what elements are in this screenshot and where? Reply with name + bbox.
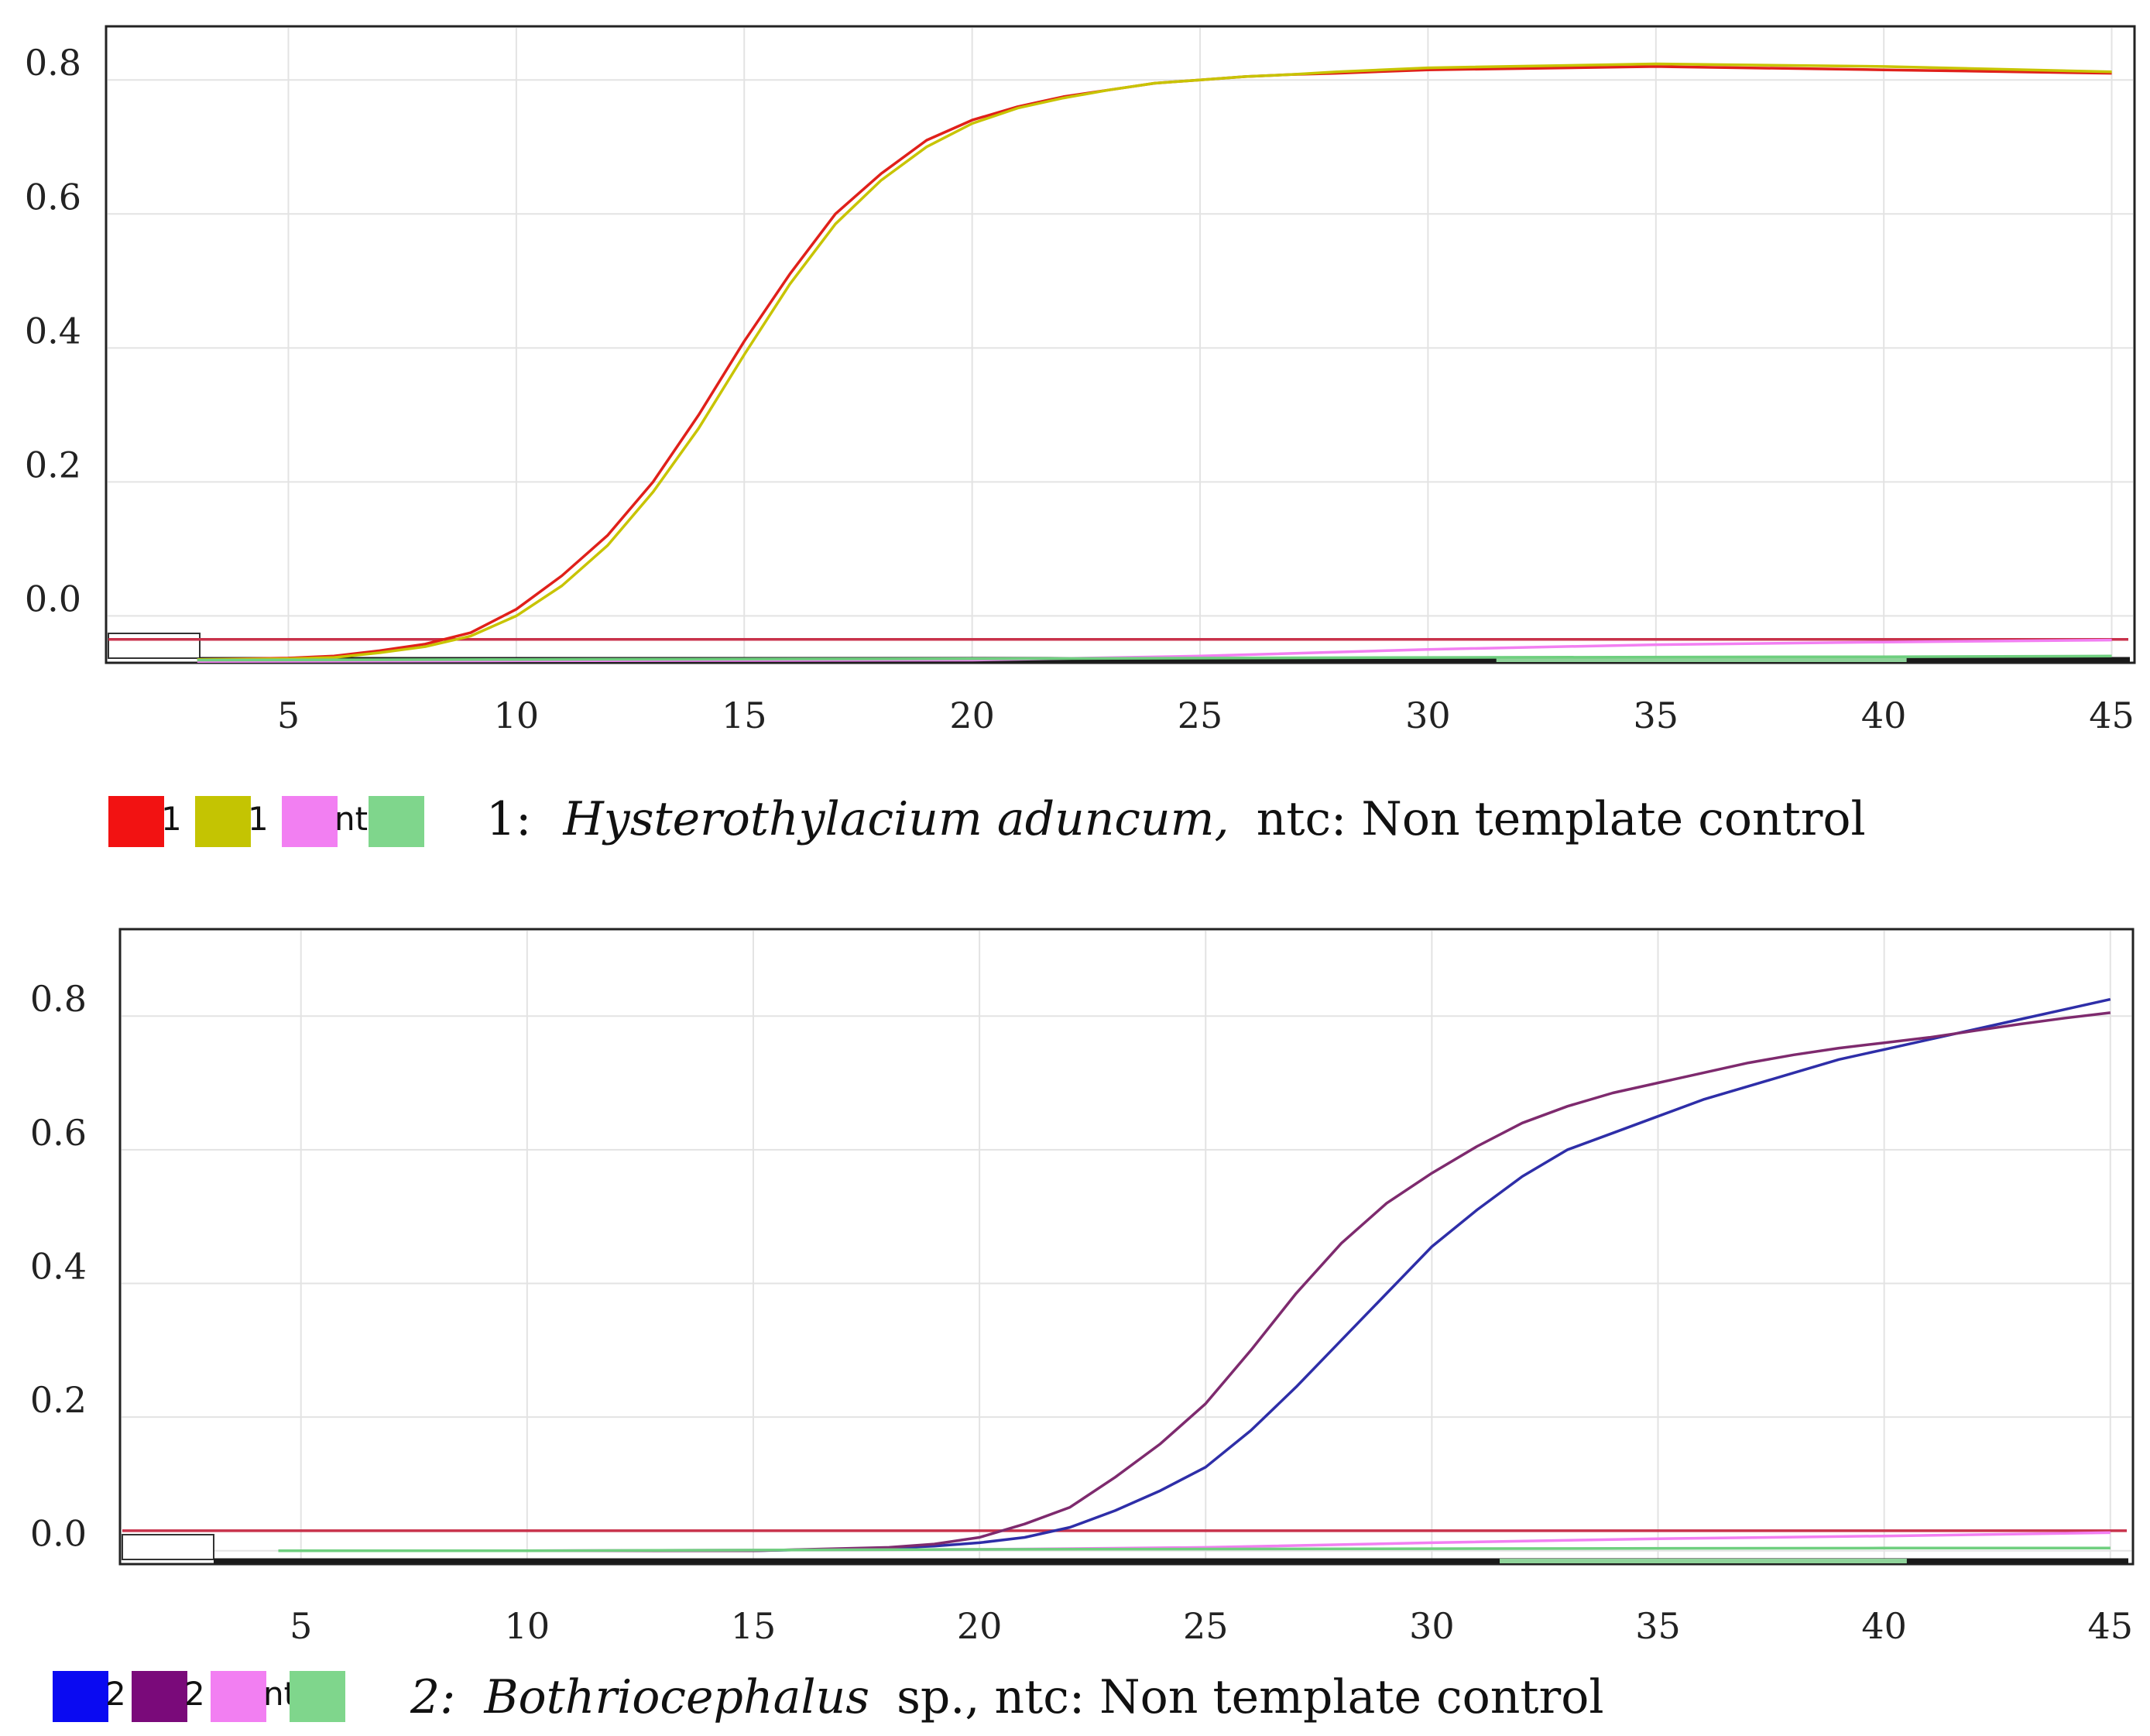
legend: 2 2 ntc (53, 1671, 345, 1722)
x-tick-label: 20 (957, 1605, 1003, 1647)
y-axis-ticks: 0.0 0.2 0.4 0.6 0.8 (25, 42, 81, 619)
y-tick-label: 0.8 (30, 978, 87, 1020)
caption-species: Hysterothylacium aduncum, (562, 792, 1229, 846)
chart-panel-2: 5 10 15 20 25 30 35 40 45 0.00.20.40.60.8 2 2 ntc … (30, 928, 2135, 1724)
chart-panel-1: 5 10 15 20 25 30 35 40 45 0.00.20.40.60.8 1 1 ntc … (25, 25, 2136, 847)
caption: 2: Bothriocephalus sp., ntc: Non templat… (410, 1670, 1604, 1724)
gridlines (108, 28, 2133, 661)
legend-code-label: 1 (248, 800, 269, 838)
x-tick-label: 20 (949, 695, 995, 736)
legend-code-label: 2 (184, 1675, 205, 1713)
plot-frame (118, 928, 2135, 1566)
x-tick-label: 35 (1634, 695, 1679, 736)
legend-swatch (108, 796, 164, 847)
caption: 1: Hysterothylacium aduncum, ntc: Non te… (486, 792, 1866, 846)
x-axis-ticks: 5 10 15 20 25 30 35 40 45 (277, 695, 2135, 736)
x-tick-label: 45 (2088, 1605, 2134, 1647)
y-tick-label: 0.2 (25, 444, 81, 485)
x-tick-label: 15 (722, 695, 767, 736)
baseline-box (122, 1534, 214, 1560)
caption-rest: sp., ntc: Non template control (897, 1670, 1603, 1724)
x-tick-label: 40 (1861, 695, 1907, 736)
caption-prefix: 1: (486, 792, 531, 846)
x-axis-ticks: 5 10 15 20 25 30 35 40 45 (290, 1605, 2133, 1647)
y-tick-label: 0.6 (30, 1112, 87, 1154)
legend-swatch (53, 1671, 108, 1722)
legend-swatch (369, 796, 424, 847)
legend-swatch (195, 796, 251, 847)
x-tick-label: 25 (1178, 695, 1223, 736)
caption-species: Bothriocephalus (483, 1670, 869, 1724)
x-tick-label: 30 (1405, 695, 1451, 736)
y-tick-label: 0.8 (25, 42, 81, 84)
series-line-2 (278, 1011, 2111, 1552)
legend-code-label: 1 (161, 800, 182, 838)
y-tick-label: 0.6 (25, 176, 81, 218)
series-line-ntc (278, 1546, 2111, 1552)
series-line-ntc (197, 654, 2112, 662)
caption-prefix: 2: (410, 1670, 455, 1724)
series-line-1 (197, 62, 2112, 661)
legend-swatch (290, 1671, 345, 1722)
y-tick-label: 0.0 (30, 1513, 87, 1555)
y-tick-label: 0.4 (25, 310, 81, 352)
baseline-bars (122, 1534, 2128, 1564)
x-tick-label: 10 (494, 695, 540, 736)
y-tick-label: 0.4 (30, 1245, 87, 1287)
baseline-box (108, 633, 201, 659)
legend: 1 1 ntc (108, 796, 424, 847)
series-group (278, 997, 2111, 1552)
y-axis-ticks: 0.0 0.2 0.4 0.6 0.8 (30, 978, 87, 1555)
x-tick-label: 5 (290, 1605, 312, 1647)
x-tick-label: 35 (1635, 1605, 1681, 1647)
legend-swatch (211, 1671, 266, 1722)
legend-code-label: 2 (105, 1675, 126, 1713)
x-tick-label: 40 (1861, 1605, 1907, 1647)
series-group (197, 62, 2112, 664)
x-tick-label: 5 (277, 695, 300, 736)
x-tick-label: 10 (505, 1605, 550, 1647)
caption-rest: ntc: Non template control (1257, 792, 1866, 846)
y-tick-label: 0.2 (30, 1379, 87, 1421)
plot-frame (105, 25, 2136, 664)
y-tick-label: 0.0 (25, 578, 81, 619)
series-line-2 (278, 997, 2111, 1552)
legend-swatch (132, 1671, 187, 1722)
x-tick-label: 30 (1409, 1605, 1455, 1647)
gridlines (122, 931, 2131, 1563)
legend-swatch (282, 796, 338, 847)
x-tick-label: 45 (2089, 695, 2135, 736)
x-tick-label: 25 (1183, 1605, 1229, 1647)
x-tick-label: 15 (731, 1605, 777, 1647)
